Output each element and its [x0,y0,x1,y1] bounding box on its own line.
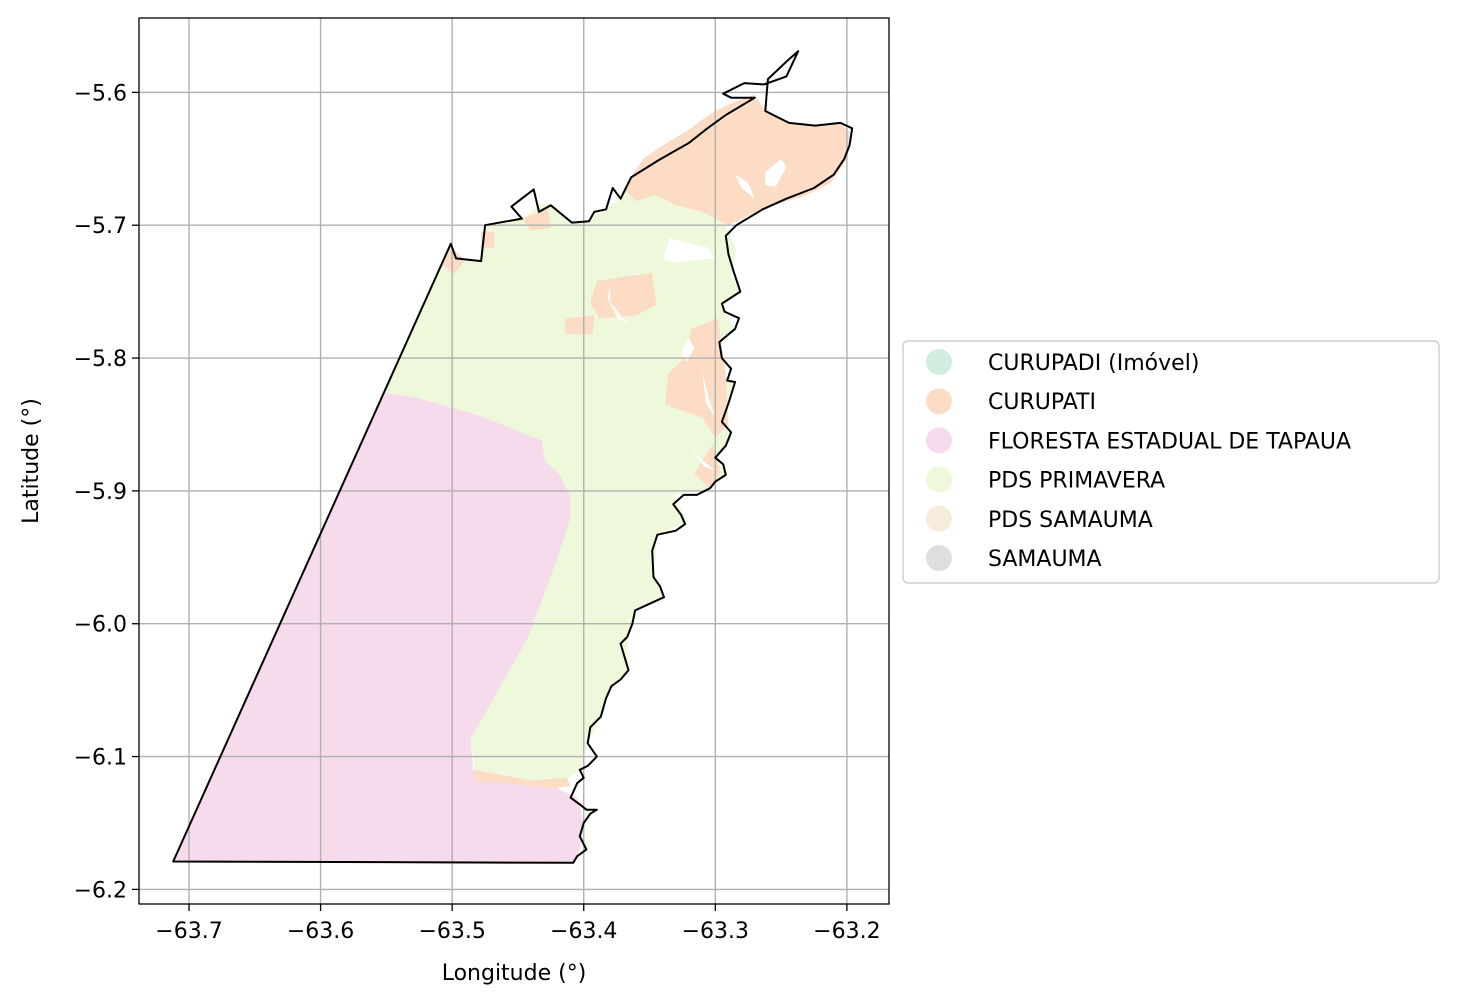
x-axis-label: Longitude (°) [442,961,587,986]
legend-label: CURUPATI [988,390,1096,415]
region-curupati-3 [590,273,657,319]
legend-label: FLORESTA ESTADUAL DE TAPAUA [988,429,1351,454]
plot-frame [138,17,890,905]
legend-marker [926,545,952,571]
unmapped-gap-2 [607,287,630,325]
y-tick-label: −5.7 [74,214,127,239]
ticks-layer: −63.7 −63.6 −63.5 −63.4 −63.3 −63.2 −6.2 −6.1 −6… [74,81,881,944]
region-curupati-5 [665,318,729,438]
unmapped-gap-1 [662,238,716,263]
x-tick-label: −63.7 [155,919,222,944]
x-tick-label: −63.2 [813,919,880,944]
x-tick-label: −63.4 [550,919,617,944]
regions-layer [173,95,850,863]
region-curupati-9 [442,247,466,275]
unmapped-gap-3 [681,338,695,362]
municipality-boundary [172,50,854,864]
y-axis-label: Latitude (°) [19,398,44,524]
x-tick-label: −63.3 [682,919,749,944]
region-curupati-4 [565,315,595,335]
unmapped-gap-5 [691,451,716,471]
legend: CURUPADI (Imóvel) CURUPATI FLORESTA ESTADU… [902,340,1440,584]
legend-marker [926,505,952,532]
region-curupati-2 [623,95,850,226]
legend-label: CURUPADI (Imóvel) [988,351,1199,376]
y-tick-label: −5.9 [74,480,127,505]
y-tick-label: −6.1 [74,746,127,771]
legend-box [902,340,1440,584]
grid-layer [139,18,889,904]
x-tick-label: −63.5 [418,919,485,944]
unmapped-gap-6 [735,174,755,199]
legend-marker [926,349,952,375]
outline-layer [172,50,854,864]
y-tick-label: −5.8 [74,347,127,372]
region-floresta-estadual-de-tapaua-0 [173,392,584,863]
legend-marker [926,388,952,415]
y-tick-label: −6.0 [74,613,127,638]
region-pds-primavera-1 [383,160,741,788]
y-tick-label: −6.2 [74,878,127,903]
y-tick-label: −5.6 [74,81,127,106]
unmapped-gap-0 [765,158,787,187]
legend-label: PDS PRIMAVERA [988,469,1165,494]
region-curupati-10 [473,769,571,789]
holes-layer [607,158,787,471]
legend-label: PDS SAMAUMA [988,508,1153,533]
legend-label: SAMAUMA [988,547,1102,572]
legend-marker [926,466,952,493]
legend-marker [926,427,952,454]
x-tick-label: −63.6 [287,919,354,944]
